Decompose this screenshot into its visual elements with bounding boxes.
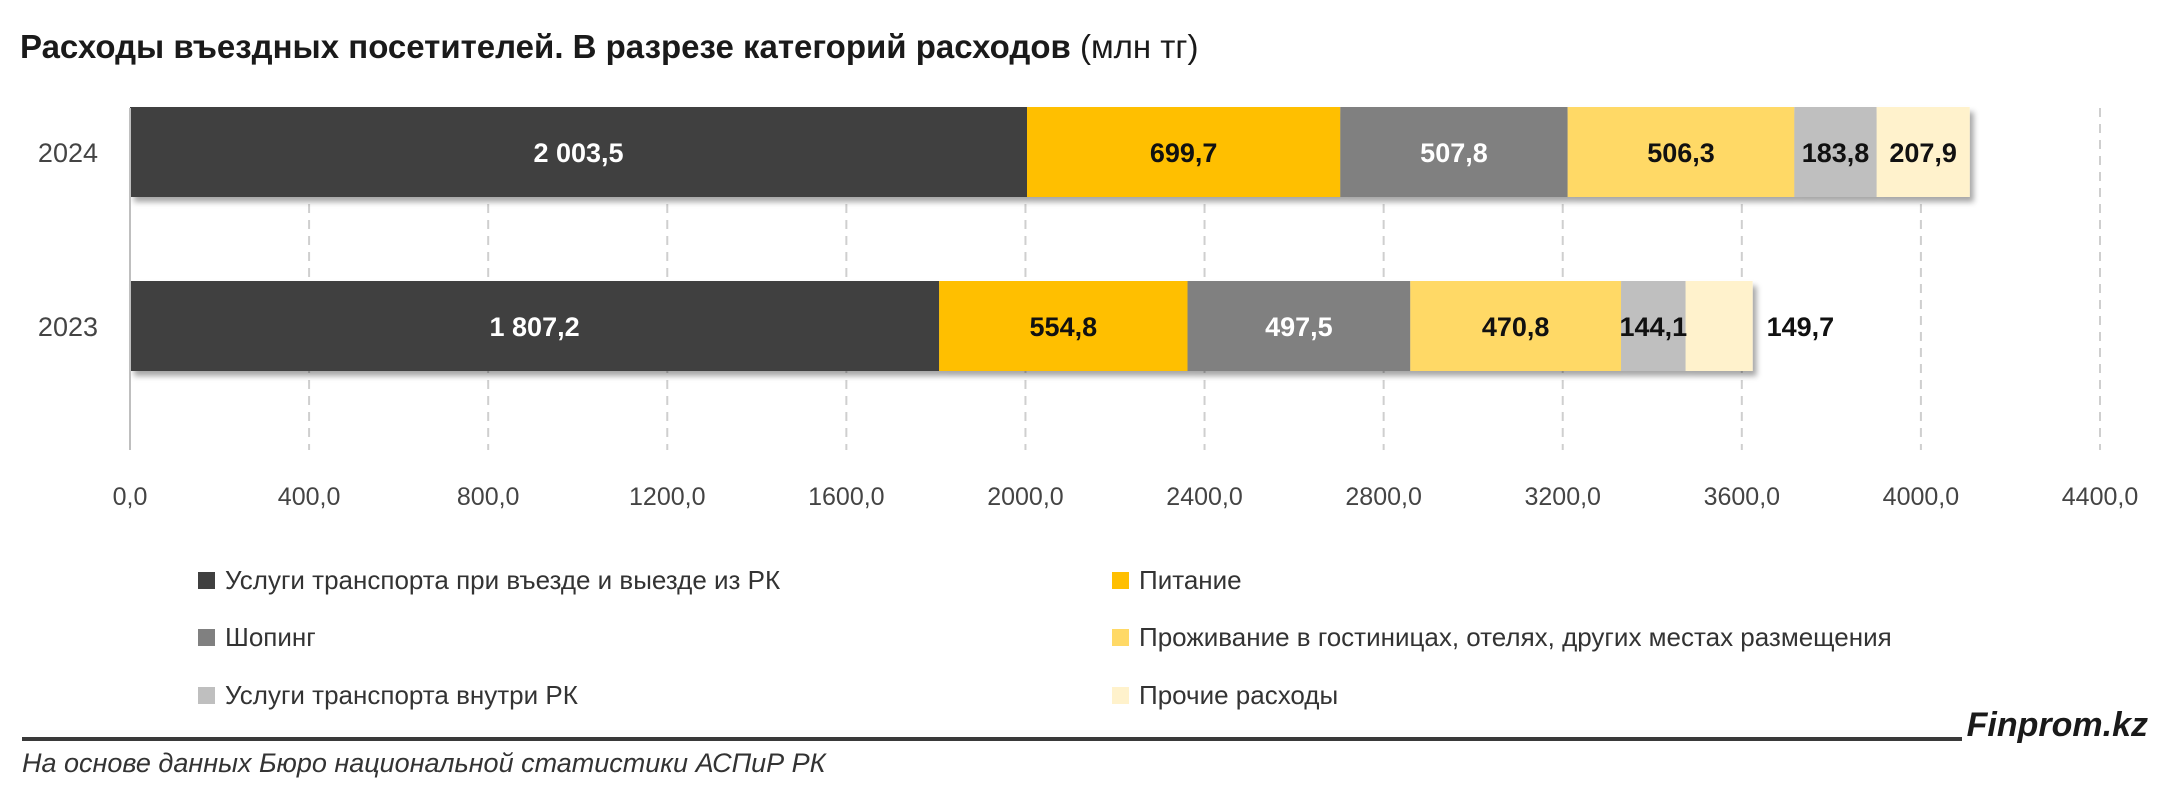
bar-segment [1567, 107, 1795, 197]
legend-label: Услуги транспорта внутри РК [225, 680, 578, 710]
y-category-label: 2023 [38, 312, 98, 342]
bar-segment [1794, 107, 1877, 197]
data-label: 554,8 [1030, 312, 1098, 342]
bar-segment [1027, 107, 1341, 197]
x-tick-label: 1200,0 [629, 483, 705, 511]
stacked-bar-chart: 2 003,5 699,7 507,8 506,3 183,8 207,9 1 807,2 5… [38, 107, 2138, 511]
legend-label: Прочие расходы [1139, 680, 1339, 710]
data-label: 497,5 [1265, 312, 1333, 342]
y-category-label: 2024 [38, 138, 98, 168]
data-label: 2 003,5 [533, 138, 623, 168]
legend-swatch [1112, 687, 1129, 704]
data-label: 506,3 [1647, 138, 1715, 168]
data-label: 699,7 [1150, 138, 1218, 168]
legend-swatch [1112, 572, 1129, 589]
x-tick-label: 3600,0 [1704, 483, 1780, 511]
chart-title: Расходы въездных посетителей. В разрезе … [20, 28, 1199, 65]
x-tick-label: 4400,0 [2062, 483, 2138, 511]
legend-item: Услуги транспорта внутри РК [198, 680, 578, 711]
bar-segment [1410, 281, 1622, 371]
bar-segment [1876, 107, 1970, 197]
legend-item: Услуги транспорта при въезде и выезде из… [198, 565, 780, 596]
legend-label: Шопинг [225, 622, 316, 652]
data-label: 470,8 [1482, 312, 1550, 342]
x-tick-label: 3200,0 [1524, 483, 1600, 511]
legend-swatch [198, 687, 215, 704]
bar-row-2024 [130, 107, 1970, 197]
bar-segment [1685, 281, 1753, 371]
legend-label: Услуги транспорта при въезде и выезде из… [225, 565, 781, 595]
bar-segment [130, 281, 940, 371]
x-tick-label: 2800,0 [1345, 483, 1421, 511]
bar-segment [1621, 281, 1686, 371]
brand-logo-text: Finprom.kz [1966, 706, 2148, 744]
legend-item: Прочие расходы [1112, 680, 1338, 711]
legend-item: Питание [1112, 565, 1242, 596]
x-tick-label: 800,0 [457, 483, 520, 511]
data-label: 1 807,2 [490, 312, 580, 342]
bar-segment [130, 107, 1028, 197]
bar-row-2023 [130, 281, 1753, 371]
legend-swatch [198, 572, 215, 589]
data-label: 144,1 [1620, 312, 1688, 342]
x-tick-label: 2400,0 [1166, 483, 1242, 511]
x-tick-label: 400,0 [278, 483, 341, 511]
bar-segment [1340, 107, 1568, 197]
legend-swatch [198, 629, 215, 646]
data-label: 207,9 [1889, 138, 1957, 168]
legend-label: Проживание в гостиницах, отелях, других … [1139, 622, 1892, 652]
source-note: На основе данных Бюро национальной стати… [22, 748, 826, 778]
data-label: 183,8 [1802, 138, 1870, 168]
bar-segment [1187, 281, 1411, 371]
bar-segment [939, 281, 1188, 371]
legend-swatch [1112, 629, 1129, 646]
data-label: 149,7 [1767, 312, 1835, 342]
legend-item: Проживание в гостиницах, отелях, других … [1112, 622, 1892, 653]
legend-item: Шопинг [198, 622, 316, 653]
data-label: 507,8 [1420, 138, 1488, 168]
x-tick-label: 2000,0 [987, 483, 1063, 511]
footer-divider [22, 737, 1962, 741]
x-tick-label: 0,0 [113, 483, 148, 511]
legend-label: Питание [1139, 565, 1242, 595]
x-tick-label: 4000,0 [1883, 483, 1959, 511]
x-tick-label: 1600,0 [808, 483, 884, 511]
